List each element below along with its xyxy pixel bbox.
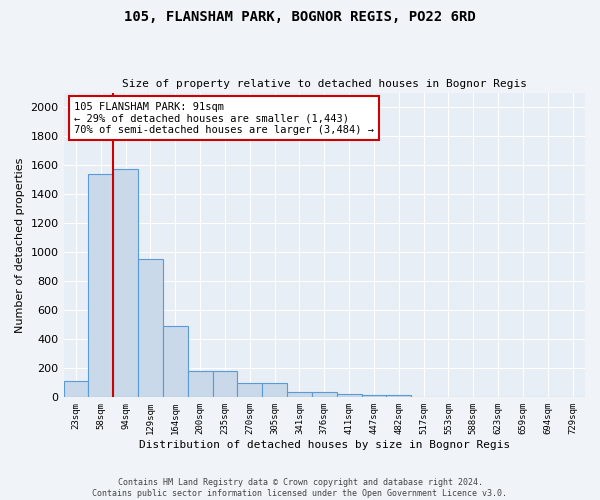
Bar (64, 382, 88, 398)
Bar (88, 174, 113, 398)
Bar (212, 371, 238, 398)
Bar (312, 392, 337, 398)
X-axis label: Distribution of detached houses by size in Bognor Regis: Distribution of detached houses by size … (139, 440, 510, 450)
Text: 105 FLANSHAM PARK: 91sqm
← 29% of detached houses are smaller (1,443)
70% of sem: 105 FLANSHAM PARK: 91sqm ← 29% of detach… (74, 102, 374, 135)
Text: 105, FLANSHAM PARK, BOGNOR REGIS, PO22 6RD: 105, FLANSHAM PARK, BOGNOR REGIS, PO22 6… (124, 10, 476, 24)
Title: Size of property relative to detached houses in Bognor Regis: Size of property relative to detached ho… (122, 79, 527, 89)
Text: Contains HM Land Registry data © Crown copyright and database right 2024.
Contai: Contains HM Land Registry data © Crown c… (92, 478, 508, 498)
Bar (113, 170, 138, 398)
Bar (362, 394, 386, 398)
Bar (188, 371, 212, 398)
Y-axis label: Number of detached properties: Number of detached properties (15, 158, 25, 332)
Bar (337, 394, 362, 398)
Bar (386, 394, 411, 398)
Bar (138, 260, 163, 398)
Bar (238, 383, 262, 398)
Bar (262, 383, 287, 398)
Bar (287, 392, 312, 398)
Bar (163, 326, 188, 398)
